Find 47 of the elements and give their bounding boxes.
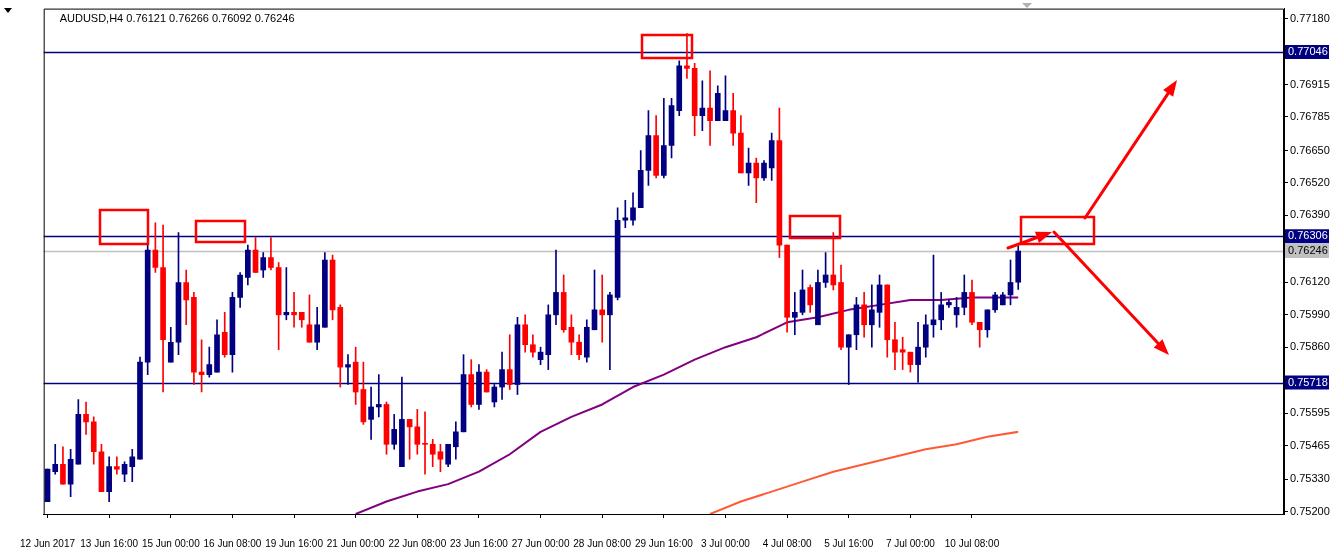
x-tick-label: 12 Jun 2017 bbox=[19, 537, 76, 549]
x-tick-label: 16 Jun 08:00 bbox=[203, 537, 262, 549]
ref-line-label: 0.76306 bbox=[1288, 229, 1328, 242]
candlestick bbox=[83, 401, 89, 435]
y-tick-label: 0.76650 bbox=[1290, 143, 1330, 156]
candlestick bbox=[684, 33, 690, 79]
candlestick bbox=[114, 456, 120, 475]
y-tick-label: 0.76785 bbox=[1290, 109, 1330, 122]
ref-line-label: 0.77046 bbox=[1288, 44, 1328, 57]
candlestick bbox=[607, 292, 613, 370]
chart-title: AUDUSD,H4 0.76121 0.76266 0.76092 0.76246 bbox=[59, 11, 295, 24]
ref-line-label: 0.75718 bbox=[1288, 375, 1328, 388]
x-tick-label: 5 Jul 16:00 bbox=[824, 537, 874, 549]
x-tick-label: 21 Jun 00:00 bbox=[326, 537, 386, 549]
candlestick bbox=[291, 292, 297, 328]
y-tick-label: 0.76915 bbox=[1290, 77, 1330, 90]
candlestick bbox=[791, 292, 798, 336]
x-tick-label: 28 Jun 08:00 bbox=[573, 537, 632, 549]
x-tick-label: 19 Jun 16:00 bbox=[265, 537, 324, 549]
candlestick bbox=[422, 411, 428, 475]
x-tick-label: 3 Jul 00:00 bbox=[701, 537, 751, 549]
x-tick-label: 13 Jun 16:00 bbox=[80, 537, 139, 549]
x-tick-label: 7 Jul 00:00 bbox=[885, 537, 936, 549]
x-tick-label: 29 Jun 16:00 bbox=[634, 537, 694, 549]
y-tick-label: 0.76390 bbox=[1290, 208, 1330, 221]
y-tick-label: 0.76120 bbox=[1290, 275, 1330, 288]
x-tick-label: 23 Jun 16:00 bbox=[450, 537, 509, 549]
x-tick-label: 4 Jul 08:00 bbox=[762, 537, 812, 549]
candlestick bbox=[368, 386, 374, 440]
x-tick-label: 22 Jun 08:00 bbox=[388, 537, 447, 549]
y-tick-label: 0.75200 bbox=[1290, 504, 1330, 517]
x-tick-label: 27 Jun 00:00 bbox=[511, 537, 570, 549]
candlestick bbox=[599, 274, 606, 343]
y-tick-label: 0.75595 bbox=[1290, 406, 1330, 419]
candlestick bbox=[869, 284, 875, 348]
x-tick-label: 15 Jun 00:00 bbox=[141, 537, 201, 549]
x-tick-label: 10 Jul 08:00 bbox=[944, 537, 1000, 549]
y-tick-label: 0.76520 bbox=[1290, 175, 1330, 188]
candlestick bbox=[622, 199, 629, 229]
y-tick-label: 0.75990 bbox=[1290, 307, 1330, 320]
candlestick bbox=[830, 232, 837, 291]
y-tick-label: 0.75330 bbox=[1290, 472, 1330, 485]
y-tick-label: 0.75465 bbox=[1290, 438, 1330, 451]
ref-line-label: 0.76246 bbox=[1288, 244, 1328, 257]
y-tick-label: 0.77180 bbox=[1290, 11, 1330, 24]
candlestick bbox=[707, 70, 713, 146]
y-tick-label: 0.75860 bbox=[1290, 340, 1330, 353]
